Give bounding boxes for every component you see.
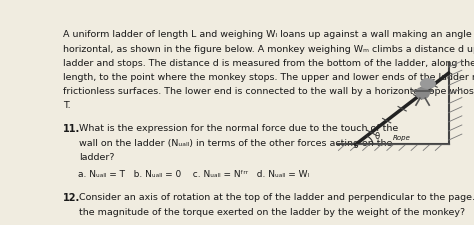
Text: Consider an axis of rotation at the top of the ladder and perpendicular to the p: Consider an axis of rotation at the top … [80, 193, 474, 202]
Text: a. Nᵤₐₗₗ = T   b. Nᵤₐₗₗ = 0    c. Nᵤₐₗₗ = Nᶠʳʳ   d. Nᵤₐₗₗ = Wₗ: a. Nᵤₐₗₗ = T b. Nᵤₐₗₗ = 0 c. Nᵤₐₗₗ = Nᶠʳ… [78, 171, 309, 180]
Text: horizontal, as shown in the figure below. A monkey weighing Wₘ climbs a distance: horizontal, as shown in the figure below… [63, 45, 474, 54]
Text: 11.: 11. [63, 124, 80, 134]
Text: length, to the point where the monkey stops. The upper and lower ends of the lad: length, to the point where the monkey st… [63, 73, 474, 82]
Text: What is the expression for the normal force due to the touch of the: What is the expression for the normal fo… [80, 124, 399, 133]
Ellipse shape [416, 88, 429, 99]
Text: Rope: Rope [393, 135, 411, 141]
Text: the magnitude of the torque exerted on the ladder by the weight of the monkey?: the magnitude of the torque exerted on t… [80, 207, 465, 216]
Text: θ: θ [374, 132, 379, 141]
Text: ladder and stops. The distance d is measured from the bottom of the ladder, alon: ladder and stops. The distance d is meas… [63, 59, 474, 68]
Text: T.: T. [63, 101, 71, 110]
Circle shape [420, 79, 435, 88]
Text: frictionless surfaces. The lower end is connected to the wall by a horizontal ro: frictionless surfaces. The lower end is … [63, 87, 474, 96]
Text: wall on the ladder (Nᵤₐₗₗ) in terms of the other forces acting on the: wall on the ladder (Nᵤₐₗₗ) in terms of t… [80, 139, 393, 148]
Text: 12.: 12. [63, 193, 80, 203]
Text: A uniform ladder of length L and weighing Wₗ loans up against a wall making an a: A uniform ladder of length L and weighin… [63, 30, 474, 39]
Text: ladder?: ladder? [80, 153, 115, 162]
